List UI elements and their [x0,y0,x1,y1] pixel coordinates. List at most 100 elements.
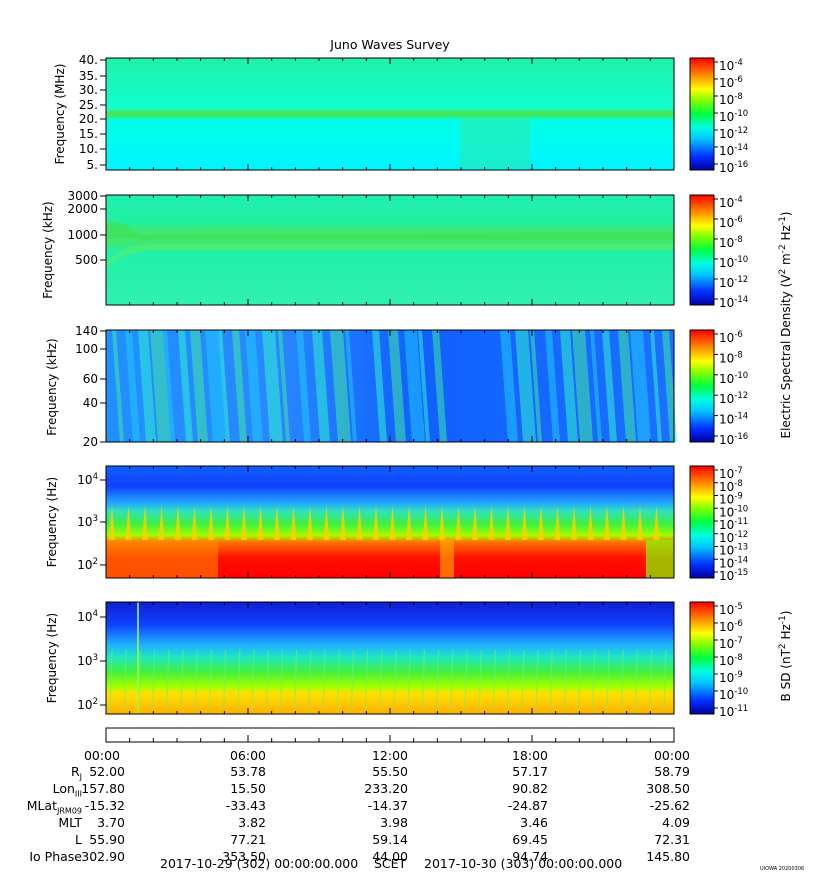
panel-4-spikes [109,505,660,540]
colorbar-1-tick-label: 10-10 [719,109,748,124]
panel-1-yticks: 40. 35.30.25.20.15.10. 5. [79,53,675,172]
panel-5-spike [223,649,227,713]
panel-3-streak [530,330,542,442]
panel-3-streak [630,330,651,442]
colorbar-4 [689,465,715,579]
panel-5-spike [294,649,298,713]
ephemeris-value: 157.80 [81,781,125,796]
panel-1-ytick-label: 10. [79,142,98,156]
panel-5-spike [450,649,454,713]
ephemeris-row-name: Io Phase [29,849,82,864]
panel-5-spike [563,649,567,713]
colorbar-2-tick-label: 10-8 [719,235,743,250]
panel-4-spike [373,505,379,540]
ephemeris-value: 77.21 [230,832,266,847]
panel-4-spike [653,505,660,540]
panel-1-ytick-label: 25. [79,98,98,112]
colorbar-3-tick-label: 10-6 [719,330,743,345]
panel-3-streak [345,330,357,442]
panel-4-spike [142,505,148,540]
panel-1-ytick-label: 20. [79,112,98,126]
ephemeris-value: 3.82 [238,815,266,830]
panel-2-ytick-label: 3000 [67,189,98,203]
panel-3-ytick-label: 40 [83,396,98,410]
colorbar-2-tick-label: 10-12 [719,275,748,290]
panel-5-spike [393,649,397,713]
panel-3-streak [262,330,283,442]
colorbar-4-tick-label: 10-9 [719,492,743,507]
panel-3-streak [662,330,677,442]
panel-5-spike [592,649,596,713]
magnetic-colorbar-label: B SD (nT2 Hz-1) [778,611,793,702]
panel-3-streak [372,330,387,442]
ephemeris-time: 00:00 [653,748,690,763]
panel-4-spike [587,505,594,540]
panel-5-spike [251,649,255,713]
colorbar-5-tick-label: 10-5 [719,602,743,617]
panel-3-streak [312,330,330,442]
electric-colorbar-label: Electric Spectral Density (V2 m-2 Hz-1) [778,211,793,438]
panel-4-spike [257,505,264,540]
footer-scet: SCET [374,856,407,871]
panel-4-spike [356,505,363,540]
panel-4-spike [521,505,528,540]
panel-1-ylabel: Frequency (MHz) [53,64,67,165]
panel-3-streak [150,330,171,442]
colorbars: 10-4 10-6 10-8 10-10 10-12 10-14 10-16 10-4 10-6… [689,57,748,719]
panel-3-streak [330,330,351,442]
colorbar-1-tick-label: 10-16 [719,160,748,175]
panel-5-spike [194,649,198,713]
ephemeris-row-name: MLT [58,815,82,830]
ephemeris-value: 59.14 [372,832,408,847]
colorbar-1 [689,57,715,171]
panel-2-upper-band [106,221,674,240]
panel-4-spike [323,505,330,540]
panel-5-spike [407,649,411,713]
panel-3-streak [590,330,602,442]
panel-4-spike [554,505,561,540]
panel-5-spike [620,649,624,713]
panel-3-streak [618,330,636,442]
panel-5-spike [237,649,241,713]
panel-4-spike [620,505,627,540]
panel-1-noise-region [460,118,530,168]
colorbar-1-tick-label: 10-8 [719,92,743,107]
panel-5-spike [464,649,468,713]
colorbar-3-tick-label: 10-8 [719,350,743,365]
panel-5-spike [152,649,156,713]
panel-4-spike [406,505,412,540]
panel-5-spike [208,649,212,713]
panel-4-spike [422,505,429,540]
panel-5-spike [606,649,610,713]
chart-title: Juno Waves Survey [329,37,450,52]
colorbar-2-tick-label: 10-6 [719,215,743,230]
panel-3-streak [650,330,662,442]
panel-4-spike [208,505,214,540]
panel-3-streak [205,330,226,442]
panel-4-spike [472,505,478,540]
ephemeris-row-name: RJ [70,764,82,782]
ephemeris-value: 145.80 [646,849,690,864]
panel-5-spike [535,649,539,713]
panel-5-spike [634,649,638,713]
panel-5-spike [421,649,425,713]
panel-3-ytick-label: 100 [75,342,98,356]
colorbar-4-tick-label: 10-11 [719,517,748,532]
panel-4-spike [488,505,495,540]
panel-3-streak [178,330,193,442]
panel-5-yticks: 104 103 102 [77,602,675,714]
panel-3-ytick-label: 140 [75,324,98,338]
ephemeris-time: 18:00 [511,748,548,763]
ephemeris-value: 302.90 [81,849,125,864]
panel-3-streak [432,330,447,442]
panel-4-ytick-label: 103 [77,514,98,529]
panel-5-spike [279,649,283,713]
colorbar-2 [689,194,715,306]
colorbar-4-tick-label: 10-10 [719,504,748,519]
colorbar-5-tick-label: 10-8 [719,653,743,668]
panel-4-spike [158,505,165,540]
colorbar-5 [689,601,715,715]
